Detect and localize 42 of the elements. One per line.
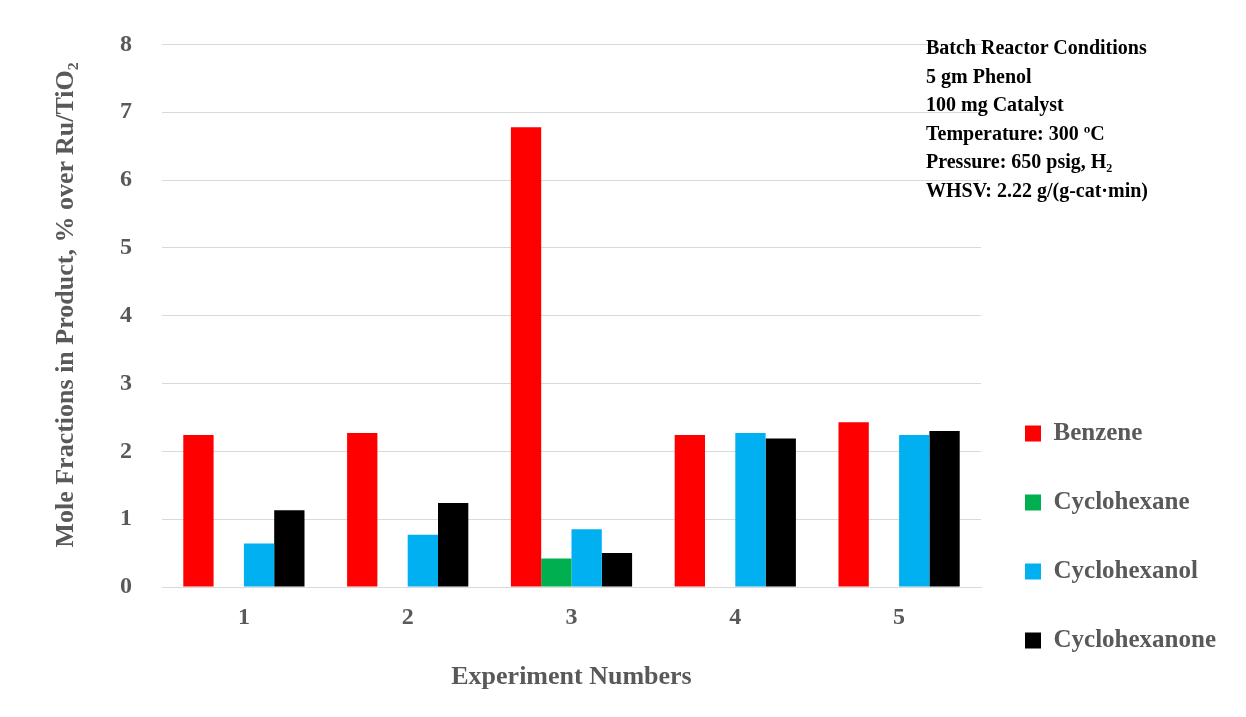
y-tick-label: 6 (120, 165, 132, 192)
bar (765, 438, 796, 587)
bar (510, 127, 542, 587)
bar (735, 433, 766, 587)
y-tick-label: 0 (120, 572, 132, 599)
y-tick-label: 3 (120, 368, 132, 395)
bar (571, 529, 602, 587)
annotation: Batch Reactor Conditions (926, 35, 1148, 60)
annotation: 100 mg Catalyst (926, 92, 1065, 118)
x-tick-label: 3 (565, 602, 578, 629)
legend-label: Cyclohexanol (1053, 555, 1198, 583)
y-tick-label: 5 (120, 233, 132, 260)
y-tick-label: 2 (120, 436, 132, 463)
bar (838, 422, 869, 587)
y-tick-label: 8 (120, 29, 132, 56)
annotation: Pressure: 650 psig, H₂ (926, 149, 1114, 175)
bar (929, 431, 960, 587)
bar (183, 435, 214, 587)
y-axis-title: Mole Fractions in Product, % over Ru/TiO₂ (50, 61, 80, 550)
bar (407, 534, 438, 587)
y-tick-label: 7 (120, 97, 132, 124)
x-tick-label: 5 (893, 602, 906, 629)
bar (274, 510, 305, 587)
legend-label: Benzene (1053, 417, 1143, 445)
annotation: WHSV: 2.22 g/(g-cat·min) (926, 177, 1149, 204)
bar (347, 433, 378, 587)
legend-label: Cyclohexane (1053, 486, 1190, 514)
bar (243, 543, 275, 587)
x-tick-label: 1 (237, 602, 250, 629)
legend-label: Cyclohexanone (1053, 624, 1216, 652)
annotation: Temperature: 300 ºC (926, 120, 1106, 147)
y-tick-label: 1 (120, 504, 132, 531)
bar (541, 558, 572, 587)
x-axis-title: Experiment Numbers (451, 661, 692, 691)
annotation: 5 gm Phenol (926, 63, 1033, 90)
x-tick-label: 2 (401, 602, 414, 629)
x-tick-label: 4 (729, 602, 742, 629)
bar (438, 502, 469, 587)
y-tick-label: 4 (120, 300, 132, 327)
bar (601, 553, 633, 587)
bar (899, 435, 930, 587)
bar (674, 435, 705, 587)
